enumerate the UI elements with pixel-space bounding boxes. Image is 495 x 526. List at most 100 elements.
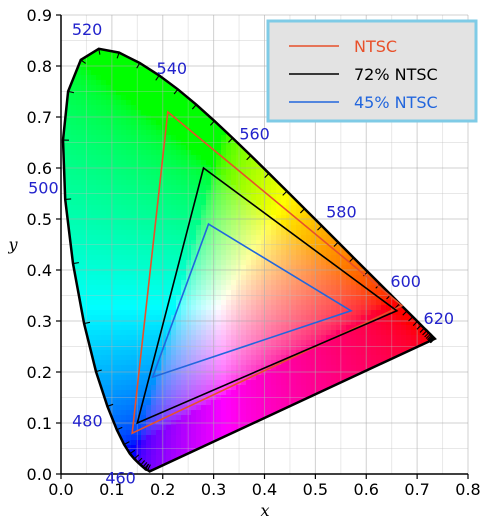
color-cell — [356, 345, 362, 351]
color-cell — [121, 425, 127, 431]
color-cell — [366, 285, 372, 291]
color-cell — [186, 185, 192, 191]
color-cell — [391, 340, 397, 346]
color-cell — [381, 320, 387, 326]
color-cell — [206, 245, 212, 251]
color-cell — [121, 350, 127, 356]
color-cell — [236, 320, 242, 326]
color-cell — [311, 380, 317, 386]
color-cell — [206, 350, 212, 356]
color-cell — [146, 180, 152, 186]
color-cell — [316, 285, 322, 291]
color-cell — [116, 390, 122, 396]
color-cell — [171, 150, 177, 156]
color-cell — [111, 245, 117, 251]
color-cell — [161, 435, 167, 441]
color-cell — [196, 315, 202, 321]
color-cell — [71, 155, 77, 161]
color-cell — [241, 325, 247, 331]
color-cell — [116, 295, 122, 301]
color-cell — [186, 245, 192, 251]
color-cell — [151, 155, 157, 161]
color-cell — [86, 110, 92, 116]
color-cell — [171, 205, 177, 211]
color-cell — [316, 350, 322, 356]
color-cell — [166, 240, 172, 246]
color-cell — [101, 110, 107, 116]
color-cell — [261, 355, 267, 361]
color-cell — [141, 275, 147, 281]
color-cell — [311, 295, 317, 301]
color-cell — [356, 300, 362, 306]
color-cell — [106, 280, 112, 286]
color-cell — [201, 160, 207, 166]
color-cell — [161, 275, 167, 281]
color-cell — [271, 310, 277, 316]
color-cell — [81, 85, 87, 91]
color-cell — [216, 325, 222, 331]
color-cell — [111, 365, 117, 371]
color-cell — [216, 255, 222, 261]
color-cell — [256, 220, 262, 226]
color-cell — [146, 160, 152, 166]
color-cell — [231, 185, 237, 191]
color-cell — [251, 270, 257, 276]
color-cell — [226, 335, 232, 341]
color-cell — [146, 425, 152, 431]
color-cell — [116, 355, 122, 361]
color-cell — [226, 365, 232, 371]
color-cell — [291, 380, 297, 386]
color-cell — [206, 410, 212, 416]
color-cell — [171, 135, 177, 141]
color-cell — [246, 185, 252, 191]
color-cell — [141, 400, 147, 406]
color-cell — [96, 335, 102, 341]
color-cell — [381, 295, 387, 301]
color-cell — [351, 280, 357, 286]
color-cell — [111, 350, 117, 356]
color-cell — [176, 325, 182, 331]
color-cell — [256, 335, 262, 341]
color-cell — [111, 395, 117, 401]
color-cell — [146, 150, 152, 156]
color-cell — [236, 360, 242, 366]
color-cell — [121, 70, 127, 76]
color-cell — [326, 270, 332, 276]
color-cell — [106, 240, 112, 246]
color-cell — [91, 210, 97, 216]
color-cell — [171, 345, 177, 351]
color-cell — [351, 360, 357, 366]
color-cell — [146, 340, 152, 346]
color-cell — [201, 195, 207, 201]
color-cell — [106, 320, 112, 326]
color-cell — [346, 295, 352, 301]
color-cell — [156, 375, 162, 381]
color-cell — [151, 435, 157, 441]
color-cell — [126, 335, 132, 341]
color-cell — [406, 335, 412, 341]
color-cell — [241, 405, 247, 411]
color-cell — [131, 160, 137, 166]
color-cell — [281, 325, 287, 331]
color-cell — [76, 200, 82, 206]
color-cell — [151, 290, 157, 296]
color-cell — [206, 225, 212, 231]
color-cell — [251, 315, 257, 321]
color-cell — [76, 285, 82, 291]
color-cell — [341, 345, 347, 351]
color-cell — [276, 400, 282, 406]
color-cell — [106, 100, 112, 106]
color-cell — [271, 235, 277, 241]
color-cell — [161, 330, 167, 336]
color-cell — [161, 310, 167, 316]
color-cell — [206, 385, 212, 391]
color-cell — [226, 190, 232, 196]
color-cell — [126, 415, 132, 421]
color-cell — [71, 135, 77, 141]
color-cell — [256, 365, 262, 371]
color-cell — [296, 295, 302, 301]
color-cell — [131, 210, 137, 216]
color-cell — [116, 155, 122, 161]
color-cell — [171, 375, 177, 381]
color-cell — [146, 345, 152, 351]
